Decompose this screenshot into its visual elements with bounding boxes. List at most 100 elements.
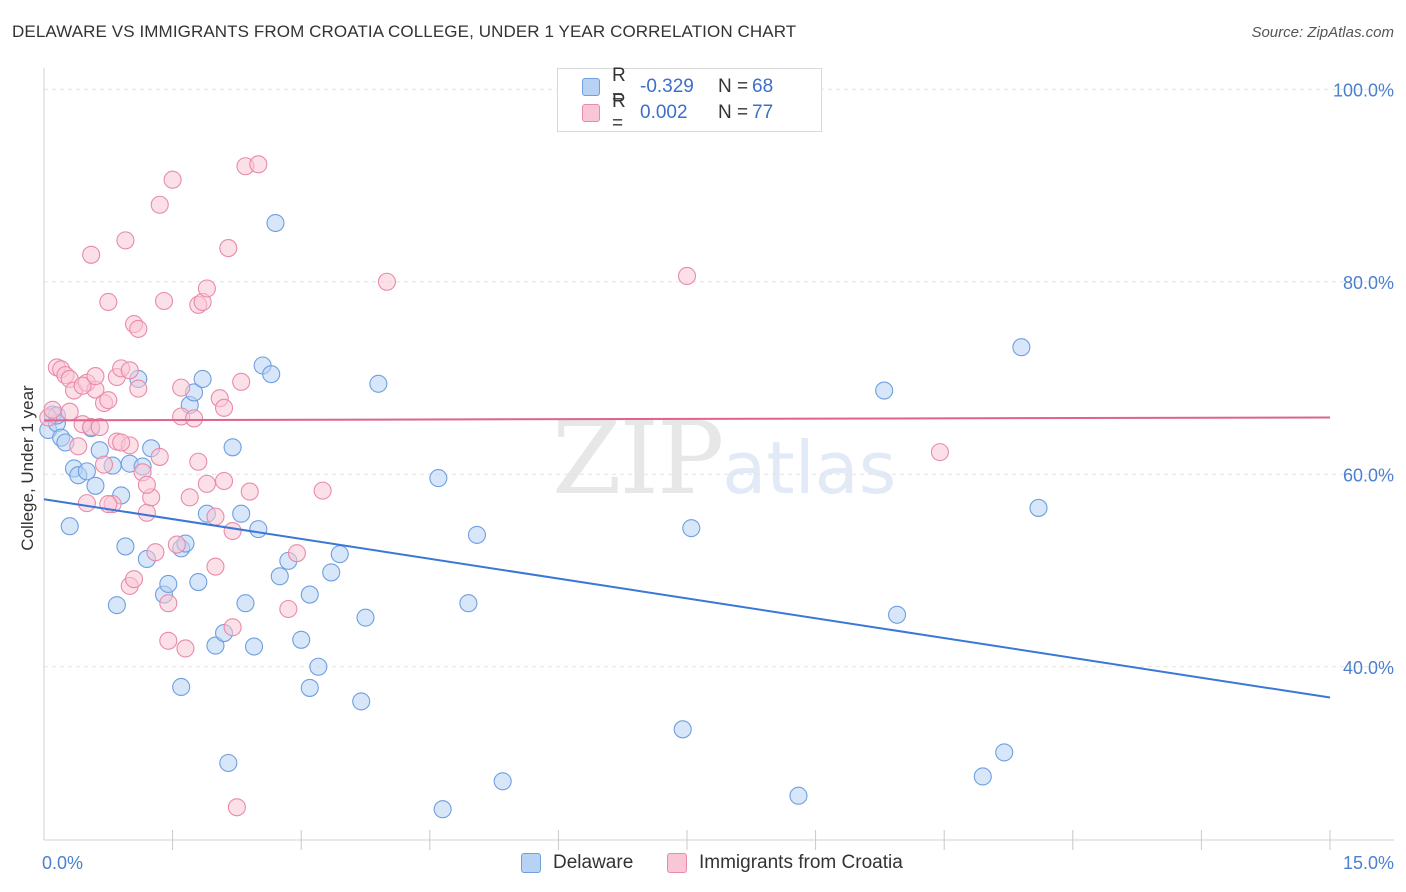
point-delaware [172, 677, 191, 697]
point-delaware [682, 519, 701, 538]
legend-r-label: R = [612, 91, 626, 134]
point-croatia [99, 292, 118, 312]
point-delaware [60, 517, 79, 536]
point-delaware [429, 469, 448, 488]
point-delaware [673, 720, 692, 739]
point-croatia [197, 279, 216, 298]
point-croatia [240, 482, 259, 501]
point-delaware [232, 504, 251, 523]
trend-lines [43, 416, 1331, 699]
point-delaware [249, 520, 268, 539]
point-croatia [677, 266, 697, 286]
stats-legend: R = -0.329 N = 68 R = 0.002 N = 77 [557, 65, 822, 134]
legend-swatch-croatia [582, 104, 600, 122]
watermark-atlas: atlas [722, 426, 897, 510]
tick-labels: 100.0% 80.0% 60.0% 40.0% 0.0% 15.0% College, U… [18, 80, 1394, 873]
point-delaware [266, 213, 285, 233]
point-croatia [167, 535, 186, 554]
chart-source: Source: ZipAtlas.com [1251, 24, 1394, 41]
point-delaware [223, 438, 242, 457]
point-delaware [875, 381, 894, 400]
point-delaware [973, 767, 992, 786]
point-croatia [116, 231, 135, 250]
point-croatia [112, 433, 131, 452]
axes [43, 68, 1394, 850]
point-delaware [322, 563, 341, 582]
legend-swatch-delaware [582, 78, 600, 96]
legend-n-value-croatia: 77 [752, 102, 774, 123]
point-delaware [467, 525, 487, 544]
point-croatia [163, 170, 182, 189]
point-croatia [223, 521, 242, 541]
legend-r-value-croatia: 0.002 [640, 102, 688, 123]
point-delaware [107, 596, 126, 615]
y-tick-label: 80.0% [1343, 273, 1394, 293]
point-delaware [1029, 498, 1048, 517]
point-delaware [116, 537, 135, 556]
point-delaware [1012, 338, 1031, 357]
series-swatch-delaware [521, 853, 541, 873]
point-croatia [99, 391, 118, 410]
point-croatia [219, 239, 238, 258]
point-croatia [69, 437, 88, 456]
point-croatia [150, 447, 169, 466]
point-croatia [120, 361, 139, 380]
point-croatia [189, 452, 208, 471]
point-croatia [159, 594, 178, 613]
legend-r-label: R = [612, 65, 626, 108]
point-croatia [206, 557, 225, 576]
y-tick-label: 40.0% [1343, 658, 1394, 678]
point-croatia [159, 631, 178, 650]
y-tick-label: 100.0% [1333, 80, 1394, 100]
point-croatia [129, 379, 148, 398]
point-croatia [129, 319, 148, 338]
data-points [39, 155, 1048, 819]
trend-line-delaware [43, 498, 1331, 699]
point-croatia [86, 367, 105, 386]
point-croatia [73, 376, 92, 395]
point-croatia [146, 543, 165, 562]
series-legend-delaware[interactable]: Delaware [521, 852, 633, 874]
point-delaware [887, 605, 907, 624]
point-croatia [124, 570, 144, 589]
point-delaware [270, 567, 289, 586]
point-delaware [193, 369, 212, 389]
point-croatia [930, 443, 949, 462]
point-croatia [154, 291, 174, 311]
point-croatia [176, 639, 195, 658]
legend-row-croatia: R = 0.002 N = 77 [582, 91, 774, 134]
point-delaware [789, 786, 808, 805]
point-delaware [77, 462, 96, 481]
point-croatia [90, 418, 109, 437]
legend-row-delaware: R = -0.329 N = 68 [582, 65, 774, 108]
series-label-delaware: Delaware [553, 852, 634, 873]
legend-n-value-delaware: 68 [752, 76, 774, 97]
legend-n-label: N = [718, 76, 749, 97]
point-croatia [43, 400, 62, 419]
point-croatia [223, 618, 242, 637]
point-delaware [352, 692, 371, 711]
point-croatia [287, 544, 306, 563]
series-legend-croatia[interactable]: Immigrants from Croatia [667, 852, 903, 874]
point-croatia [214, 398, 234, 417]
series-label-croatia: Immigrants from Croatia [699, 852, 903, 873]
point-croatia [249, 155, 268, 174]
point-delaware [262, 365, 281, 384]
point-delaware [995, 743, 1014, 762]
point-delaware [493, 772, 512, 791]
x-tick-label: 0.0% [42, 853, 83, 873]
point-croatia [150, 195, 169, 214]
point-delaware [369, 374, 388, 393]
point-delaware [459, 594, 478, 613]
point-delaware [236, 594, 255, 613]
point-croatia [227, 798, 246, 817]
y-axis-label: College, Under 1 year [18, 385, 37, 551]
point-delaware [189, 572, 208, 592]
point-delaware [159, 574, 178, 594]
point-croatia [197, 474, 216, 493]
point-croatia [137, 503, 156, 522]
chart-title: DELAWARE VS IMMIGRANTS FROM CROATIA COLL… [12, 22, 797, 41]
point-croatia [377, 272, 396, 291]
point-croatia [232, 372, 251, 391]
